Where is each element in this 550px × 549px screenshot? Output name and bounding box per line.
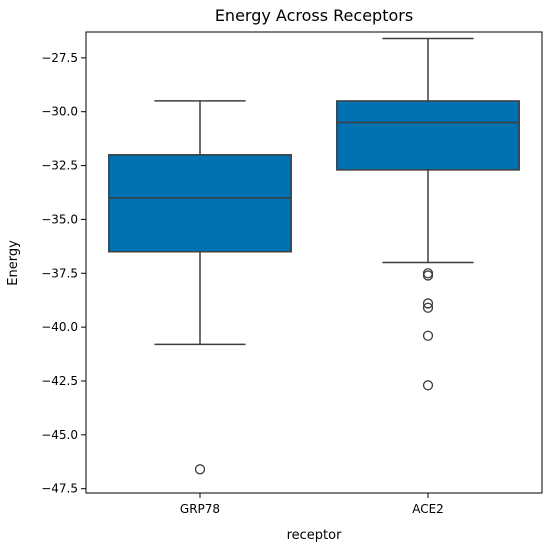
y-axis-label: Energy [6, 240, 21, 286]
iqr-box [336, 100, 520, 171]
chart-title: Energy Across Receptors [215, 6, 413, 25]
y-tick-label: −45.0 [41, 428, 78, 442]
x-axis-label: receptor [287, 528, 343, 543]
iqr-box [108, 154, 292, 253]
y-tick-label: −35.0 [41, 212, 78, 226]
y-tick-label: −37.5 [41, 266, 78, 280]
y-tick-label: −30.0 [41, 105, 78, 119]
y-tick-label: −32.5 [41, 159, 78, 173]
outlier-point [194, 464, 206, 475]
y-tick-label: −42.5 [41, 374, 78, 388]
boxes-group [108, 37, 520, 475]
y-tick-label: −40.0 [41, 320, 78, 334]
plot-area-frame [85, 31, 543, 494]
y-axis: −27.5 −30.0 −32.5 −35.0 −37.5 −40.0 −42.5 −45.0… [41, 51, 86, 496]
outlier-point [422, 380, 434, 391]
outlier-point [422, 268, 434, 279]
x-tick-label: GRP78 [180, 502, 220, 516]
outlier-point [422, 302, 434, 313]
x-tick-label: ACE2 [412, 502, 444, 516]
box-ace2 [336, 37, 520, 391]
box-grp78 [108, 100, 292, 475]
x-axis: GRP78 ACE2 [180, 493, 444, 516]
y-tick-label: −27.5 [41, 51, 78, 65]
outlier-point [422, 298, 434, 309]
outlier-point [422, 330, 434, 341]
outlier-point [422, 270, 434, 281]
y-tick-label: −47.5 [41, 482, 78, 496]
